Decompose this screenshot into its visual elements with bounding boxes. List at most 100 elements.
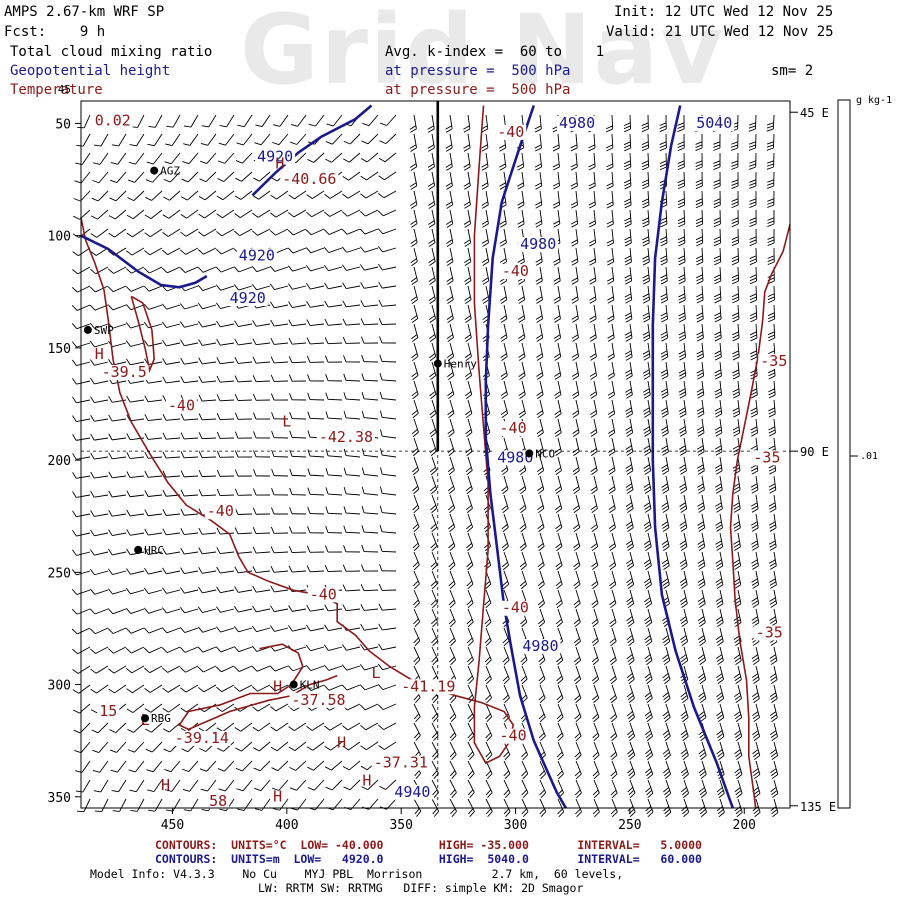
wind-barb-flag — [253, 177, 260, 182]
wind-barb-flag — [445, 144, 452, 149]
wind-barb-staff — [539, 304, 544, 319]
wind-barb-flag — [769, 692, 777, 697]
wind-barb-flag — [606, 201, 614, 206]
wind-barb — [481, 247, 490, 266]
wind-barb-flag — [609, 694, 616, 701]
wind-barb — [698, 684, 707, 704]
wind-barb-flag — [554, 394, 562, 399]
wind-barb-flag — [448, 488, 455, 495]
wind-barb-staff — [310, 684, 325, 691]
wind-barb-staff — [115, 722, 127, 733]
wind-barb-staff — [382, 416, 397, 420]
wind-barb — [484, 627, 492, 647]
wind-barb-flag — [660, 293, 668, 298]
wind-barb-flag — [288, 301, 293, 308]
wind-barb-flag — [343, 467, 347, 475]
wind-barb-staff — [773, 285, 775, 301]
wind-barb — [716, 703, 725, 723]
wind-barb — [342, 564, 361, 572]
wind-barb-flag — [641, 144, 649, 149]
wind-barb-flag — [571, 315, 579, 320]
wind-barb-flag — [713, 198, 721, 202]
wind-barb-staff — [719, 494, 723, 509]
wind-barb — [467, 741, 475, 761]
wind-barb-flag — [677, 179, 685, 184]
wind-barb-staff — [148, 589, 163, 595]
wind-barb — [409, 152, 418, 171]
wind-barb-flag — [752, 714, 759, 720]
wind-barb-flag — [607, 242, 614, 247]
wind-barb-flag — [430, 561, 437, 568]
wind-barb — [537, 589, 545, 609]
wind-barb-flag — [714, 372, 722, 377]
wind-barb-staff — [449, 228, 454, 243]
wind-barb-staff — [94, 475, 109, 479]
wind-barb — [166, 114, 181, 128]
wind-barb-staff — [239, 684, 253, 692]
wind-barb-flag — [535, 223, 543, 228]
wind-barb-flag — [270, 706, 277, 712]
wind-barb — [716, 741, 725, 761]
wind-barb-flag — [642, 217, 649, 222]
wind-barb-staff — [701, 304, 704, 319]
wind-barb-staff — [467, 190, 471, 205]
wind-barb-flag — [609, 619, 616, 625]
wind-barb-flag — [431, 618, 437, 625]
wind-barb — [731, 133, 739, 151]
wind-barb-flag — [517, 182, 524, 187]
wind-barb-flag — [717, 622, 724, 627]
wind-barb-flag — [717, 752, 724, 758]
wind-barb-flag — [481, 166, 489, 171]
wind-barb-staff — [94, 456, 109, 460]
wind-barb-staff — [76, 589, 91, 596]
wind-barb — [572, 380, 580, 399]
wind-barb — [751, 532, 759, 551]
wind-barb-flag — [714, 350, 721, 355]
wind-barb-flag — [679, 375, 687, 380]
wind-barb-flag — [216, 213, 223, 219]
wind-barb-flag — [290, 141, 297, 145]
wind-barb — [625, 456, 634, 475]
wind-barb-flag — [162, 395, 167, 402]
wind-barb-flag — [642, 369, 650, 374]
wind-barb-flag — [625, 372, 632, 377]
wind-barb-flag — [736, 755, 743, 761]
wind-barb-flag — [571, 261, 579, 266]
wind-barb — [254, 133, 271, 146]
wind-barb-flag — [716, 657, 723, 663]
wind-barb — [360, 318, 379, 326]
wind-barb — [343, 355, 361, 363]
wind-barb-flag — [661, 413, 669, 418]
wind-barb — [162, 209, 181, 219]
wind-barb-flag — [125, 647, 132, 654]
wind-barb-staff — [94, 399, 109, 403]
wind-barb-staff — [76, 399, 91, 404]
wind-barb-staff — [593, 323, 597, 338]
wind-barb — [445, 171, 453, 190]
wind-barb-staff — [593, 152, 596, 167]
wind-barb-staff — [347, 722, 361, 731]
wind-barb — [570, 133, 578, 152]
wind-barb-flag — [572, 337, 579, 342]
wind-barb-flag — [467, 526, 473, 533]
wind-barb-flag — [660, 280, 668, 285]
wind-barb-staff — [166, 380, 181, 384]
wind-barb — [589, 323, 597, 342]
wind-barb-flag — [145, 728, 152, 733]
wind-barb — [571, 361, 580, 380]
wind-barb-staff — [539, 589, 545, 604]
wind-barb — [108, 490, 127, 498]
wind-barb-flag — [678, 204, 685, 209]
wind-barb — [74, 171, 91, 184]
wind-barb — [234, 228, 253, 237]
wind-barb-flag — [713, 217, 721, 221]
wind-barb — [252, 375, 271, 383]
wind-barb-staff — [521, 513, 527, 528]
wind-barb-flag — [750, 483, 758, 488]
wind-barb — [535, 190, 543, 209]
wind-barb-flag — [428, 147, 435, 152]
wind-barb-flag — [624, 274, 632, 279]
wind-barb-flag — [700, 755, 707, 761]
wind-barb-flag — [411, 372, 418, 378]
wind-barb-staff — [467, 627, 474, 642]
